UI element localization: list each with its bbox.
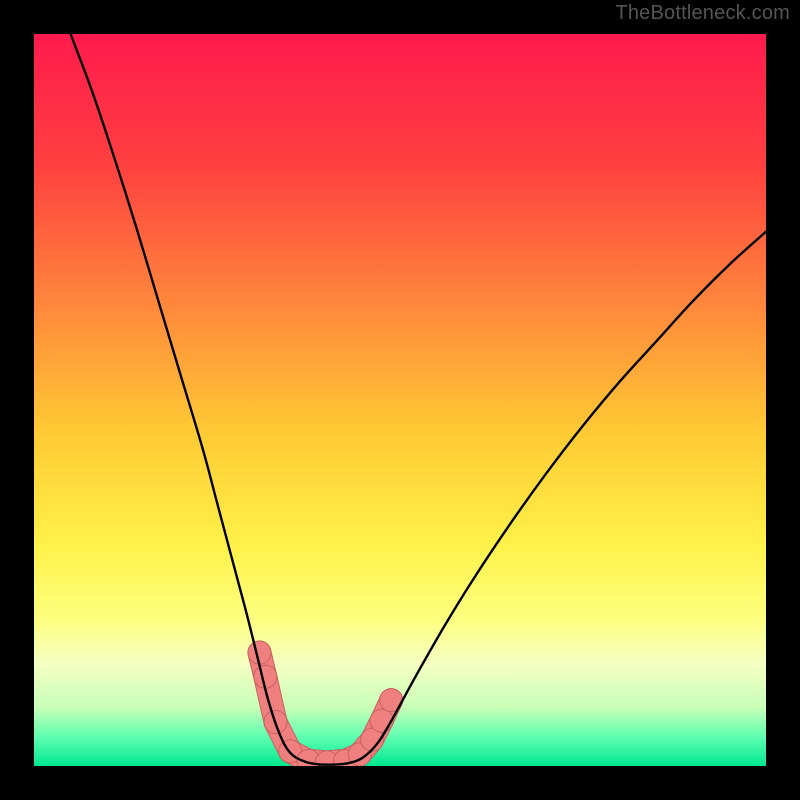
chart-plot-area <box>34 34 766 766</box>
outer-border-bottom <box>0 766 800 800</box>
chart-svg <box>34 34 766 766</box>
outer-border-right <box>766 0 800 800</box>
watermark-text: TheBottleneck.com <box>615 2 790 25</box>
outer-border-left <box>0 0 34 800</box>
gradient-background <box>34 34 766 766</box>
marker-point <box>370 709 393 732</box>
